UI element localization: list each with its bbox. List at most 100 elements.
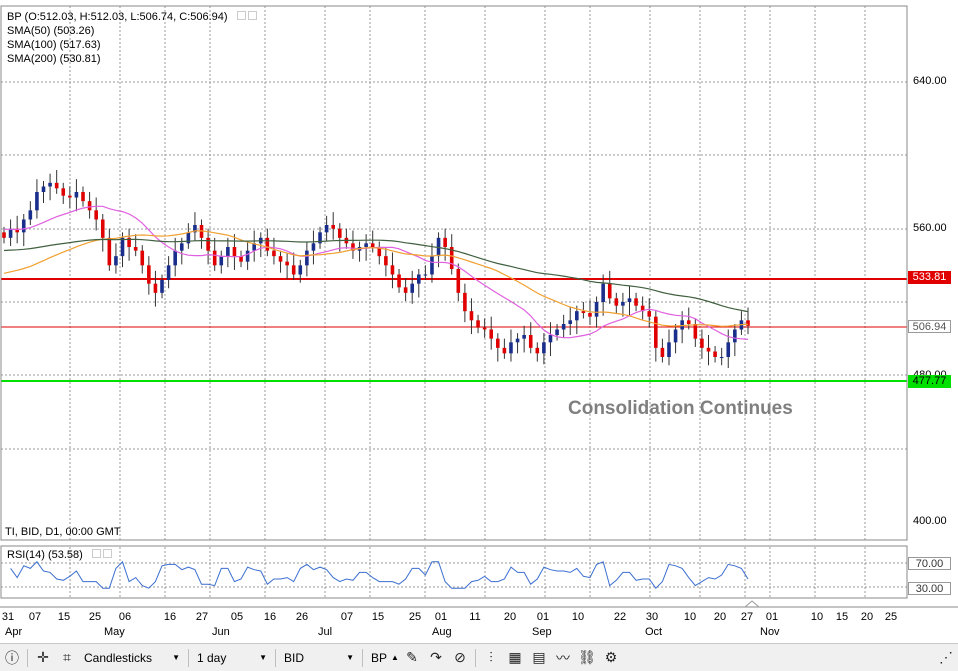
sma200-line [3, 238, 749, 313]
candle-body [489, 329, 494, 339]
x-axis-tick: 25 [408, 611, 422, 623]
price-chart[interactable] [0, 0, 958, 643]
candle-body [2, 232, 6, 238]
candle-body [100, 219, 105, 238]
x-axis-tick: 10 [810, 611, 824, 623]
chart-type-select[interactable]: Candlesticks ▼ [79, 648, 185, 668]
candle-body [21, 219, 26, 233]
candle-body [640, 305, 645, 312]
candle-body [114, 256, 118, 266]
x-axis-tick: 15 [57, 611, 71, 623]
rsi-legend-controls[interactable] [91, 549, 114, 561]
symbol-value: BP [371, 650, 388, 665]
x-axis-tick: 01 [765, 611, 779, 623]
candle-body [291, 265, 296, 275]
candle-body [265, 237, 270, 251]
candle-body [700, 338, 704, 348]
chart-annotation[interactable]: Consolidation Continues [568, 398, 793, 419]
x-axis-tick: 10 [571, 611, 585, 623]
x-axis-month: Jun [212, 626, 230, 638]
toolbar-divider [27, 648, 28, 667]
pen-icon[interactable]: ✎ [406, 649, 418, 665]
templates-icon[interactable]: ▤ [532, 649, 546, 665]
candle-body [548, 335, 553, 343]
candle-body [15, 228, 19, 233]
y-axis-label: 640.00 [913, 75, 947, 87]
x-axis-tick: 25 [88, 611, 102, 623]
settings-gear-icon[interactable]: ⚙ [604, 649, 618, 665]
legend-controls[interactable] [236, 10, 259, 24]
candle-body [581, 311, 586, 313]
candle-body [680, 320, 684, 330]
crop-icon[interactable]: ⌗ [63, 649, 71, 665]
line-chart-icon[interactable]: 〰 [556, 649, 570, 666]
candle-body [403, 287, 408, 293]
x-axis-tick: 30 [645, 611, 659, 623]
support-level-tag[interactable]: 477.77 [908, 375, 951, 388]
candle-body [634, 298, 638, 306]
rsi-label: RSI(14) (53.58) [7, 549, 83, 561]
candle-body [502, 347, 507, 354]
candle-body [430, 256, 434, 275]
symbol-select[interactable]: BP ▲ [366, 648, 400, 668]
candle-body [120, 237, 125, 257]
price-side-select[interactable]: BID ▼ [279, 648, 359, 668]
candle-body [528, 335, 533, 348]
candle-body [127, 237, 131, 247]
candle-body [351, 243, 355, 251]
crosshair-icon[interactable]: ✛ [37, 649, 49, 665]
candle-body [206, 237, 210, 251]
info-icon[interactable]: ⓘ [5, 649, 19, 666]
candle-body [160, 280, 164, 293]
candle-body [654, 316, 658, 348]
candle-body [588, 313, 592, 317]
resize-grip-icon[interactable]: ⋰ [939, 649, 953, 665]
x-axis-tick: 20 [503, 611, 517, 623]
chart-toolbar: ⓘ ✛ ⌗ Candlesticks ▼ 1 day ▼ BID ▼ BP ▲ ✎ ↷ … [0, 643, 958, 671]
candle-body [311, 243, 316, 251]
candle-body [647, 311, 652, 317]
rsi-lower-tag: 30.00 [908, 582, 951, 595]
timeframe-select[interactable]: 1 day ▼ [192, 648, 272, 668]
candle-body [232, 247, 237, 257]
x-axis-month: Apr [5, 626, 23, 638]
candle-body [443, 237, 447, 247]
candle-body [522, 335, 526, 339]
x-axis-tick: 05 [230, 611, 244, 623]
chart-info-label: TI, BID, D1, 00:00 GMT [5, 526, 121, 538]
candle-body [35, 192, 39, 211]
candle-body [245, 250, 250, 262]
x-axis-tick: 01 [434, 611, 448, 623]
candle-body [107, 237, 112, 266]
timeframe-value: 1 day [197, 650, 227, 665]
candle-body [186, 232, 191, 244]
x-axis-tick: 15 [835, 611, 849, 623]
candle-body [193, 225, 197, 233]
candle-body [667, 342, 671, 357]
rsi-pane-frame [0, 545, 908, 599]
candle-body [147, 265, 151, 284]
candle-body [713, 351, 717, 357]
sma100-label: SMA(100) (517.63) [7, 39, 101, 51]
curve-tool-icon[interactable]: ↷ [430, 649, 442, 665]
sma200-legend: SMA(200) (530.81) [7, 52, 101, 66]
candle-body [469, 311, 474, 321]
candle-body [68, 195, 72, 198]
candle-body [179, 243, 184, 251]
layout-grid-icon[interactable]: ▦ [508, 649, 522, 665]
candle-body [496, 338, 500, 348]
x-axis-tick: 11 [469, 611, 481, 623]
candle-body [48, 182, 52, 187]
candle-body [568, 320, 573, 324]
candle-body [324, 225, 329, 233]
link-icon[interactable]: ⛓ [578, 649, 596, 665]
indicators-icon[interactable]: ⫶ [489, 649, 493, 665]
candle-body [28, 210, 33, 220]
candle-body [416, 274, 421, 284]
resistance-level-tag[interactable]: 533.81 [908, 271, 951, 284]
candle-body [133, 247, 138, 251]
candle-body [41, 186, 46, 192]
candle-body [140, 250, 145, 266]
x-axis-month: Aug [432, 626, 452, 638]
hide-drawings-icon[interactable]: ⊘ [454, 649, 466, 665]
